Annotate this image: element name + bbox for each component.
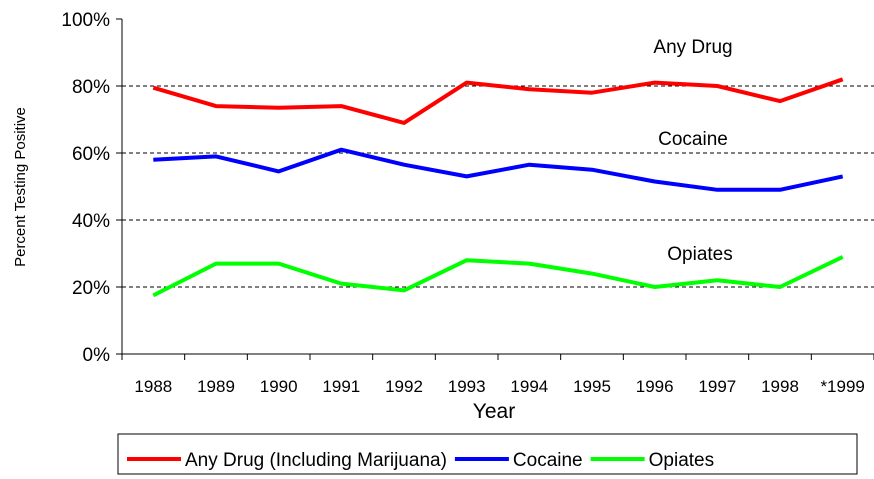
x-tick-label: 1990 bbox=[260, 377, 298, 396]
legend-label: Cocaine bbox=[513, 450, 583, 471]
x-tick-label: *1999 bbox=[820, 377, 864, 396]
y-tick-label: 60% bbox=[72, 144, 110, 165]
legend-label: Opiates bbox=[649, 450, 714, 471]
series-line-1 bbox=[152, 77, 844, 125]
x-tick-label: 1988 bbox=[134, 377, 172, 396]
y-tick-label: 80% bbox=[72, 77, 110, 98]
legend-box bbox=[117, 433, 858, 475]
y-tick-label: 0% bbox=[83, 345, 111, 366]
series-annotation: Opiates bbox=[667, 244, 732, 265]
x-tick-label: 1992 bbox=[385, 377, 423, 396]
x-tick-label: 1996 bbox=[636, 377, 674, 396]
series-annotations: Any Drug Cocaine Opiates bbox=[653, 37, 732, 265]
series-lines bbox=[152, 77, 844, 298]
legend-label: Any Drug (Including Marijuana) bbox=[185, 450, 447, 471]
gridlines bbox=[122, 85, 874, 288]
series-annotation: Any Drug bbox=[653, 37, 732, 58]
series-line-2 bbox=[153, 147, 844, 192]
y-tick-label: 40% bbox=[72, 211, 110, 232]
x-axis-title: Year bbox=[473, 400, 515, 423]
x-tick-label: 1989 bbox=[197, 377, 235, 396]
series-line-3 bbox=[152, 255, 844, 298]
y-tick-label: 20% bbox=[72, 278, 110, 299]
x-tick-label: 1995 bbox=[573, 377, 611, 396]
x-tick-label: 1997 bbox=[698, 377, 736, 396]
series-annotation: Cocaine bbox=[658, 129, 728, 150]
x-tick-label: 1991 bbox=[322, 377, 360, 396]
x-tick-label: 1994 bbox=[510, 377, 548, 396]
x-tick-label: 1998 bbox=[761, 377, 799, 396]
axes bbox=[121, 19, 874, 355]
y-tick-label: 100% bbox=[61, 10, 110, 31]
y-axis-title: Percent Testing Positive bbox=[12, 107, 29, 267]
y-tick-labels: 0% 20% 40% 60% 80% 100% bbox=[61, 10, 122, 366]
legend: Any Drug (Including Marijuana) Cocaine Opi… bbox=[117, 433, 858, 475]
x-tick-label: 1993 bbox=[448, 377, 486, 396]
x-tick-labels: 1988 1989 1990 1991 1992 1993 1994 1995 1996 1997… bbox=[121, 354, 874, 396]
